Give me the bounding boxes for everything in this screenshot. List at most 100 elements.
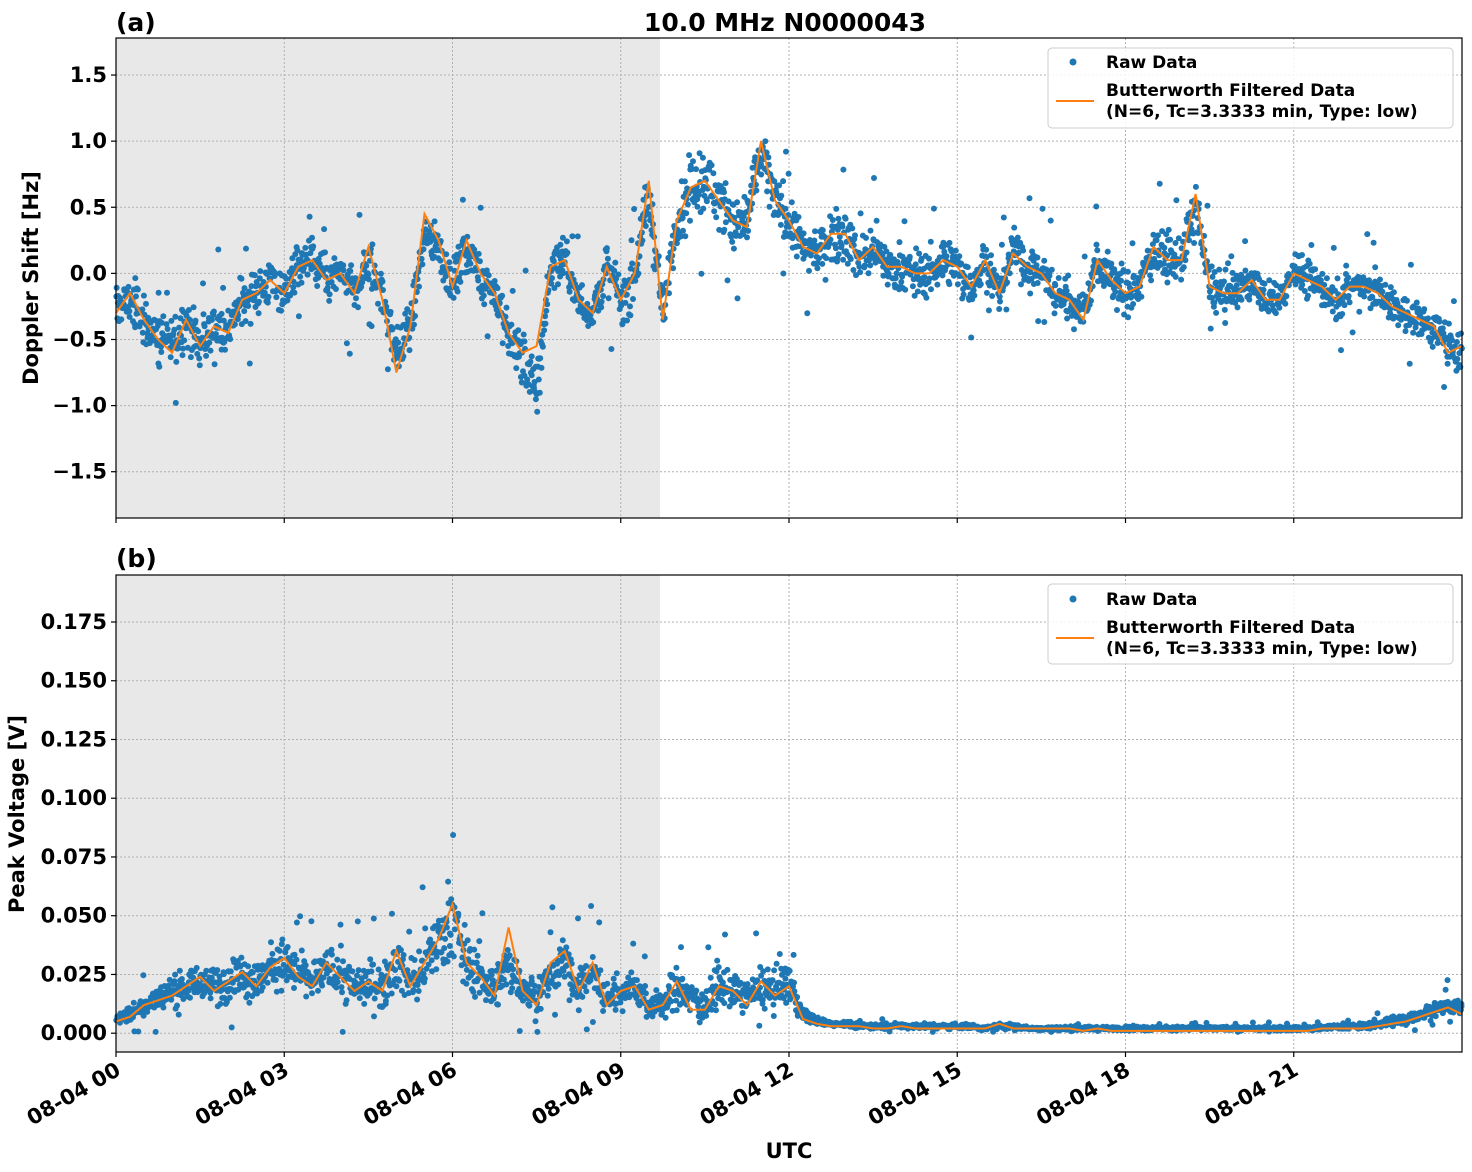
raw-data-point <box>392 967 399 973</box>
raw-data-point <box>246 999 253 1006</box>
raw-data-point <box>782 205 789 212</box>
raw-data-point <box>566 997 573 1004</box>
raw-data-point <box>1213 309 1220 316</box>
raw-data-point <box>608 346 615 352</box>
y-tick-label: 1.5 <box>70 63 107 87</box>
raw-data-point <box>885 270 892 277</box>
raw-data-point <box>470 988 477 995</box>
raw-data-point <box>504 947 511 953</box>
raw-data-point <box>454 288 461 295</box>
raw-data-point <box>310 243 317 250</box>
raw-data-point <box>721 189 727 196</box>
raw-data-point <box>358 283 365 290</box>
raw-data-point <box>867 227 874 234</box>
raw-data-point <box>1041 257 1048 264</box>
raw-data-point <box>503 304 510 311</box>
raw-data-point <box>196 355 203 362</box>
raw-data-point <box>1004 279 1011 286</box>
raw-data-point <box>765 154 772 161</box>
y-tick-label: −1.0 <box>52 394 107 418</box>
raw-data-point <box>524 376 531 383</box>
raw-data-point <box>1052 302 1059 309</box>
raw-data-point <box>838 242 845 249</box>
raw-data-point <box>627 312 634 319</box>
raw-data-point <box>579 282 585 289</box>
raw-data-point <box>1165 226 1172 233</box>
raw-data-point <box>304 271 311 278</box>
raw-data-point <box>811 237 818 244</box>
raw-data-point <box>1372 264 1379 271</box>
raw-data-point <box>883 248 890 255</box>
raw-data-point <box>698 270 705 277</box>
raw-data-point <box>680 227 686 234</box>
raw-data-point <box>618 302 625 309</box>
raw-data-point <box>256 275 263 282</box>
raw-data-point <box>1441 384 1448 390</box>
raw-data-point <box>1444 360 1451 367</box>
raw-data-point <box>264 299 271 306</box>
raw-data-points <box>113 138 1465 415</box>
raw-data-point <box>857 269 864 276</box>
raw-data-point <box>734 295 741 302</box>
raw-data-point <box>788 199 795 206</box>
raw-data-point <box>964 264 971 271</box>
raw-data-point <box>309 990 315 997</box>
raw-data-point <box>1402 328 1409 335</box>
raw-data-point <box>1039 205 1046 212</box>
raw-data-point <box>893 270 900 277</box>
raw-data-point <box>819 227 826 234</box>
raw-data-point <box>396 977 403 984</box>
raw-data-point <box>179 352 186 359</box>
raw-data-point <box>776 182 783 189</box>
raw-data-point <box>560 270 567 277</box>
raw-data-point <box>206 339 213 346</box>
raw-data-point <box>340 262 347 269</box>
raw-data-point <box>363 262 370 269</box>
raw-data-point <box>537 355 544 362</box>
raw-data-point <box>263 270 270 277</box>
raw-data-point <box>989 293 996 299</box>
raw-data-point <box>901 218 908 225</box>
raw-data-point <box>744 234 750 241</box>
raw-data-point <box>844 260 851 267</box>
raw-data-point <box>1343 262 1350 269</box>
raw-data-point <box>293 956 300 963</box>
raw-data-point <box>241 308 248 315</box>
raw-data-point <box>990 266 997 273</box>
raw-data-point <box>467 260 474 267</box>
raw-data-point <box>1130 301 1137 307</box>
raw-data-point <box>699 154 706 161</box>
raw-data-point <box>535 376 542 383</box>
raw-data-point <box>729 238 736 245</box>
raw-data-point <box>1379 288 1386 295</box>
raw-data-point <box>174 1002 181 1009</box>
raw-data-point <box>833 205 840 212</box>
raw-data-point <box>906 253 913 260</box>
raw-data-point <box>532 396 539 403</box>
raw-data-point <box>343 340 350 347</box>
raw-data-point <box>899 273 906 280</box>
raw-data-point <box>714 957 721 964</box>
raw-data-point <box>389 325 396 332</box>
raw-data-point <box>474 952 481 959</box>
raw-data-point <box>387 308 394 315</box>
raw-data-point <box>321 226 328 233</box>
raw-data-point <box>673 1007 680 1014</box>
raw-data-point <box>887 251 894 258</box>
raw-data-point <box>842 215 849 222</box>
raw-data-point <box>983 289 990 296</box>
raw-data-point <box>998 241 1005 248</box>
raw-data-point <box>583 1026 590 1033</box>
raw-data-point <box>499 292 506 299</box>
raw-data-point <box>284 944 291 950</box>
raw-data-point <box>547 929 554 936</box>
chart-title: 10.0 MHz N0000043 <box>644 8 926 37</box>
raw-data-point <box>679 975 686 982</box>
raw-data-point <box>217 1000 224 1007</box>
raw-data-point <box>132 275 139 282</box>
raw-data-point <box>158 319 165 326</box>
raw-data-point <box>574 233 581 240</box>
raw-data-point <box>898 278 905 285</box>
raw-data-point <box>996 306 1003 312</box>
raw-data-point <box>269 950 276 957</box>
